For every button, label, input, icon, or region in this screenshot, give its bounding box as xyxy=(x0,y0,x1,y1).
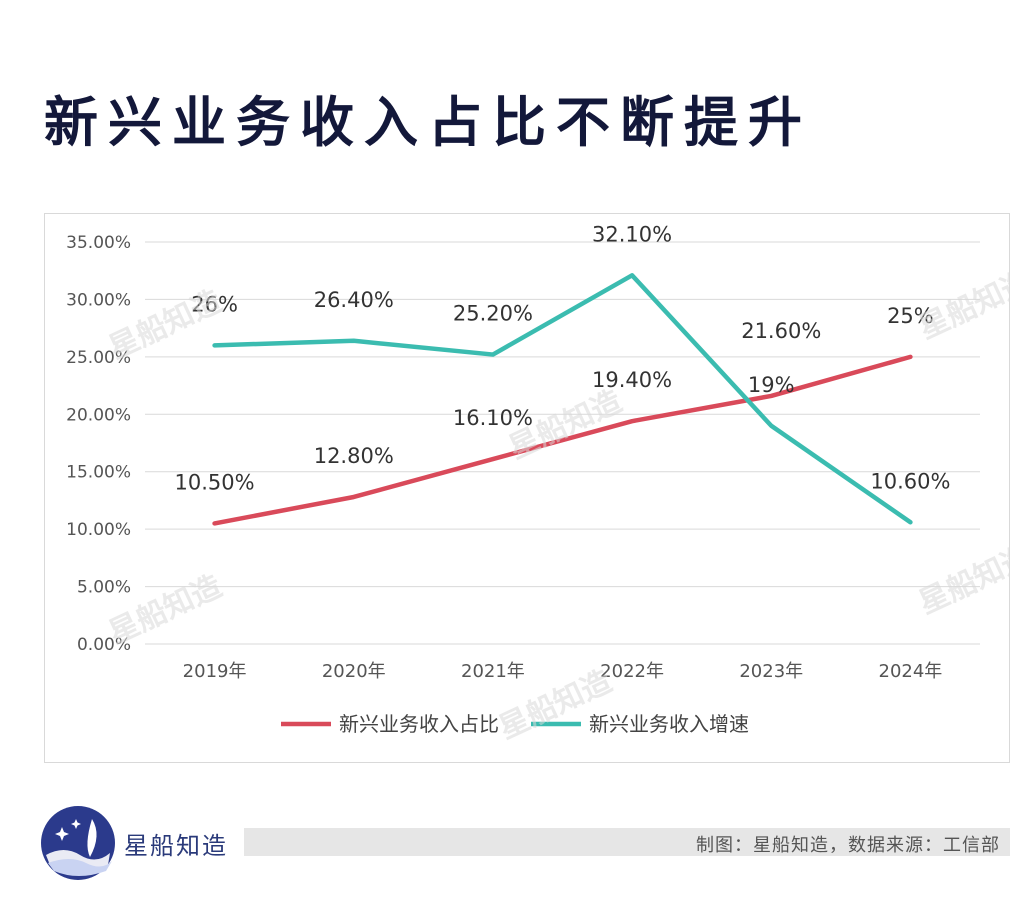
x-tick-label: 2022年 xyxy=(600,661,664,682)
series-line xyxy=(212,354,913,526)
data-label: 12.80% xyxy=(314,444,394,468)
data-label: 19.40% xyxy=(592,368,672,392)
data-label: 25.20% xyxy=(453,302,533,326)
x-tick-label: 2020年 xyxy=(322,661,386,682)
data-label: 26.40% xyxy=(314,288,394,312)
y-tick-label: 10.00% xyxy=(66,520,131,540)
y-tick-label: 15.00% xyxy=(66,463,131,483)
watermark: 星船知造 xyxy=(504,384,628,466)
y-tick-label: 30.00% xyxy=(66,290,131,310)
y-tick-label: 20.00% xyxy=(66,405,131,425)
data-label: 32.10% xyxy=(592,222,672,246)
x-tick-label: 2021年 xyxy=(461,661,525,682)
y-tick-label: 5.00% xyxy=(77,578,131,598)
footer-source-bar: 制图：星船知造，数据来源：工信部 xyxy=(244,828,1010,856)
legend-label: 新兴业务收入增速 xyxy=(589,712,749,736)
y-tick-label: 0.00% xyxy=(77,635,131,655)
x-tick-label: 2024年 xyxy=(879,661,943,682)
data-label: 21.60% xyxy=(741,319,821,343)
x-tick-label: 2019年 xyxy=(183,661,247,682)
line-chart: 0.00% 5.00% 10.00% 15.00% 20.00% 25.00% 30.00%… xyxy=(44,213,1010,763)
y-tick-label: 25.00% xyxy=(66,348,131,368)
page-title: 新兴业务收入占比不断提升 xyxy=(44,91,812,154)
watermark: 星船知造 xyxy=(914,539,1009,621)
data-label: 25% xyxy=(887,304,934,328)
footer-brand: 星船知造 xyxy=(124,832,228,860)
series-line xyxy=(212,273,913,525)
legend-label: 新兴业务收入占比 xyxy=(339,712,499,736)
chart-canvas: 0.00% 5.00% 10.00% 15.00% 20.00% 25.00% 30.00%… xyxy=(66,222,1009,746)
logo-icon xyxy=(40,805,116,881)
x-tick-label: 2023年 xyxy=(739,661,803,682)
y-tick-label: 35.00% xyxy=(66,233,131,253)
data-label: 19% xyxy=(748,373,795,397)
data-label: 26% xyxy=(191,292,238,316)
footer-source: 制图：星船知造，数据来源：工信部 xyxy=(696,835,1000,856)
data-label: 10.60% xyxy=(870,469,950,493)
data-label: 10.50% xyxy=(175,470,255,494)
data-label: 16.10% xyxy=(453,406,533,430)
